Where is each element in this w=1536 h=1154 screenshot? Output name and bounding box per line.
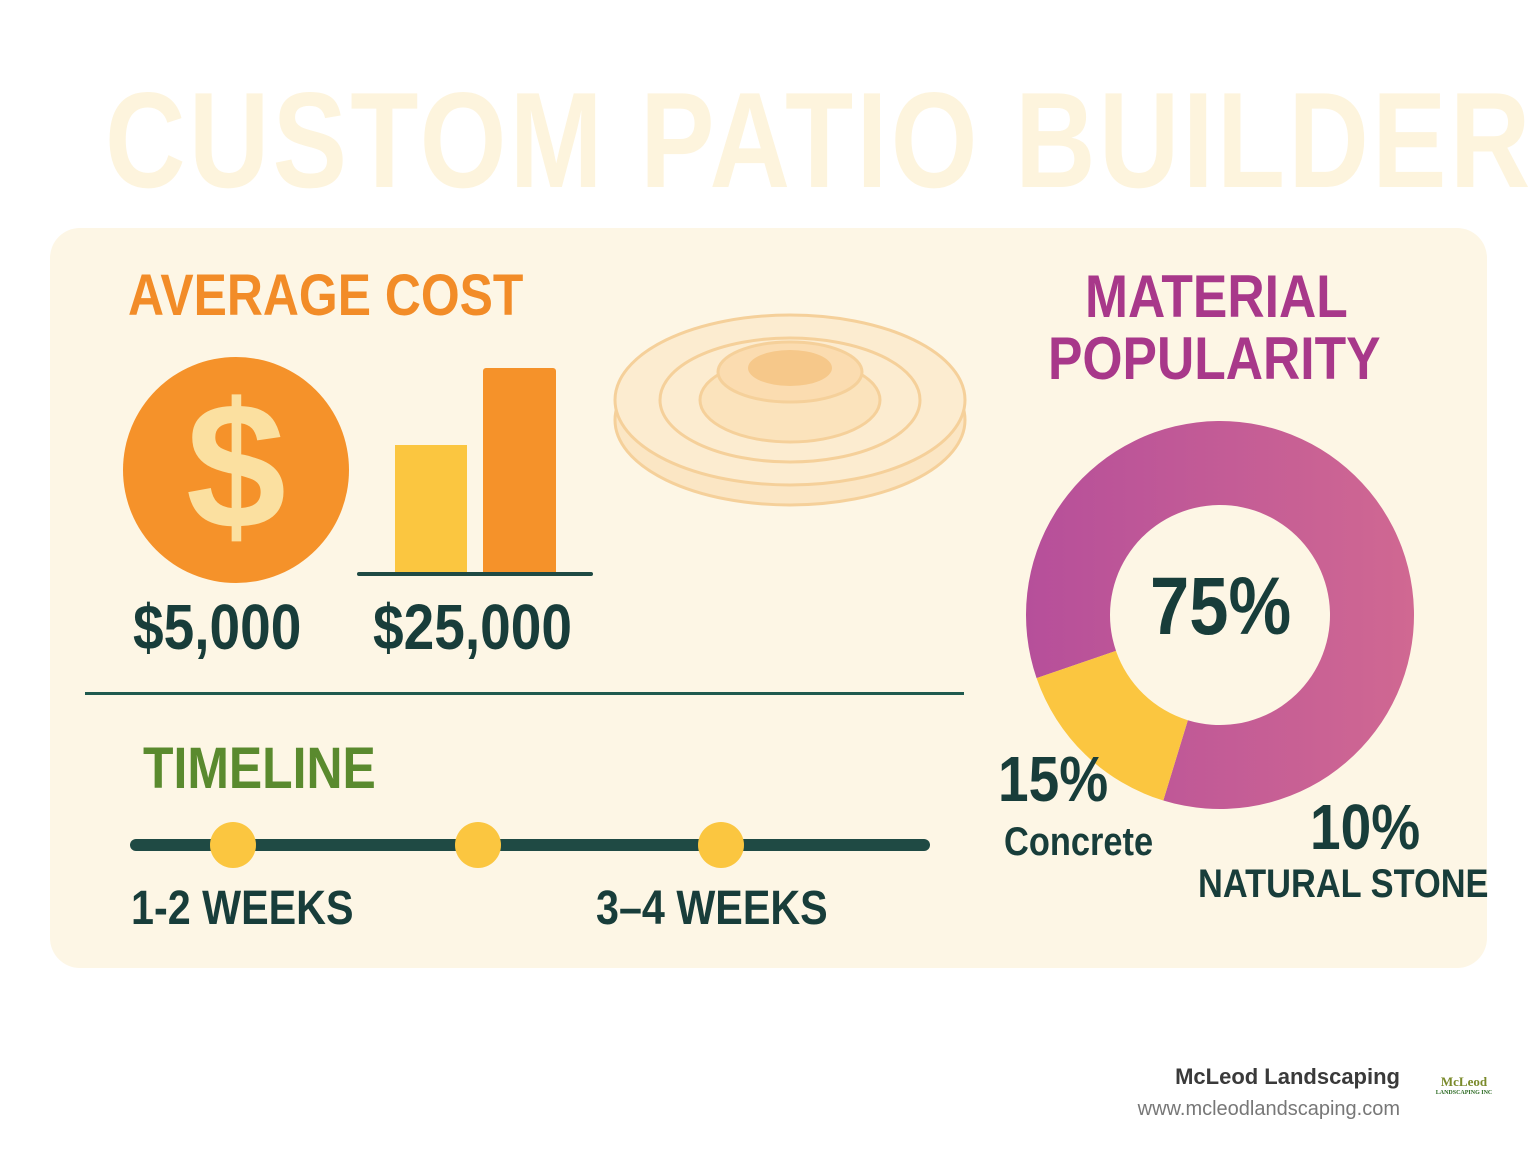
page-title: CUSTOM PATIO BUILDER [105,64,1534,216]
timeline-heading: TIMELINE [143,736,376,801]
slice-label-stone-value: 10% [1310,791,1421,863]
slice-label-main: 75% [1150,561,1292,652]
low-cost-bar [395,445,467,573]
timeline-milestone [698,822,744,868]
timeline-start-label: 1-2 WEEKS [131,882,354,935]
patio-illustration [613,313,967,507]
slice-label-concrete-value: 15% [998,743,1109,815]
low-cost-value: $5,000 [133,591,302,663]
slice-label-concrete: Concrete [1004,820,1154,864]
donut-slice-other [1026,421,1414,809]
timeline-end-label: 3–4 WEEKS [596,882,828,935]
footer-url[interactable]: www.mcleodlandscaping.com [1137,1098,1400,1120]
timeline-milestone [210,822,256,868]
timeline-milestone [455,822,501,868]
material-heading-line1: MATERIAL [1085,263,1348,330]
svg-text:$: $ [186,366,286,567]
average-cost-heading: AVERAGE COST [128,263,524,328]
material-heading-line2: POPULARITY [1048,325,1381,392]
company-logo: McLeod LANDSCAPING INC [1435,1074,1493,1096]
donut-slice-concrete [1036,650,1188,801]
section-divider [85,692,964,695]
high-cost-value: $25,000 [373,591,572,663]
bar-baseline [357,572,593,576]
material-donut-chart [1026,421,1414,809]
slice-label-stone: Natural stone [1198,862,1489,906]
high-cost-bar [483,368,556,573]
footer-company: McLeod Landscaping [1175,1064,1400,1089]
dollar-icon: $ [123,357,349,583]
